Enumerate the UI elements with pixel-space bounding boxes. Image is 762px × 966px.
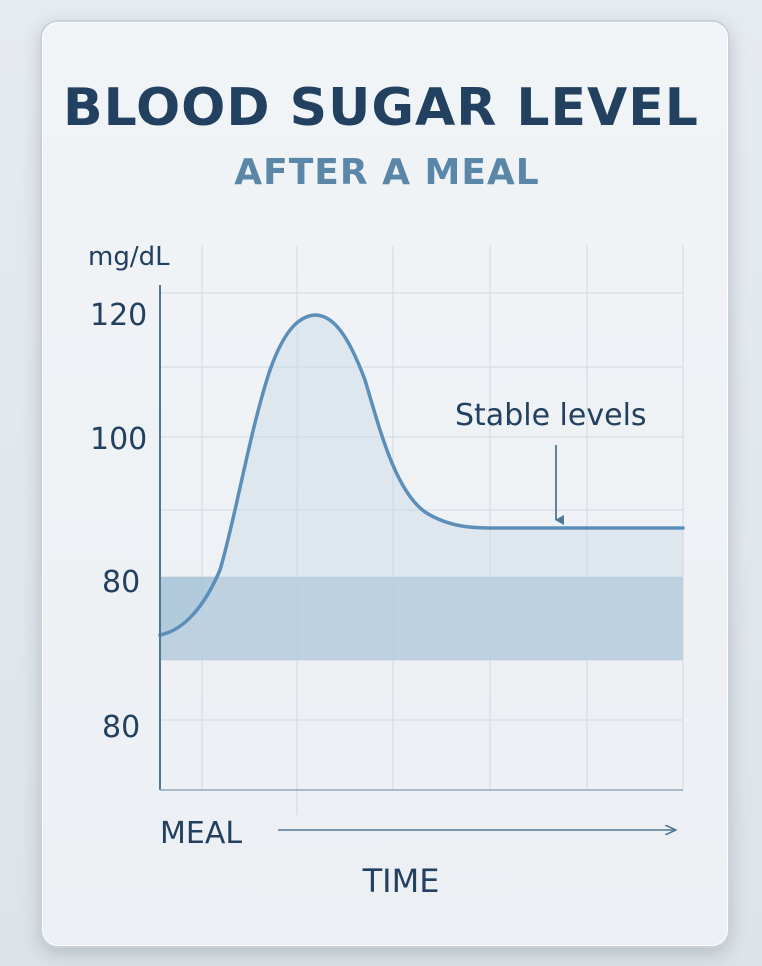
y-axis-label: mg/dL xyxy=(88,242,170,272)
y-tick-label: 80 xyxy=(102,710,140,745)
y-tick-label: 100 xyxy=(90,422,147,457)
chart-card xyxy=(40,20,730,948)
stable-levels-annotation: Stable levels xyxy=(455,398,647,433)
y-tick-label: 80 xyxy=(102,565,140,600)
blood-sugar-curve xyxy=(158,313,685,637)
curve-area xyxy=(160,315,683,660)
y-tick-label: 120 xyxy=(90,298,147,333)
chart-title: BLOOD SUGAR LEVEL xyxy=(63,78,699,138)
chart-subtitle: AFTER A MEAL xyxy=(234,152,540,193)
x-tick-label-meal: MEAL xyxy=(160,816,242,851)
normal-range-band xyxy=(160,577,683,660)
x-axis-label: TIME xyxy=(362,862,440,900)
